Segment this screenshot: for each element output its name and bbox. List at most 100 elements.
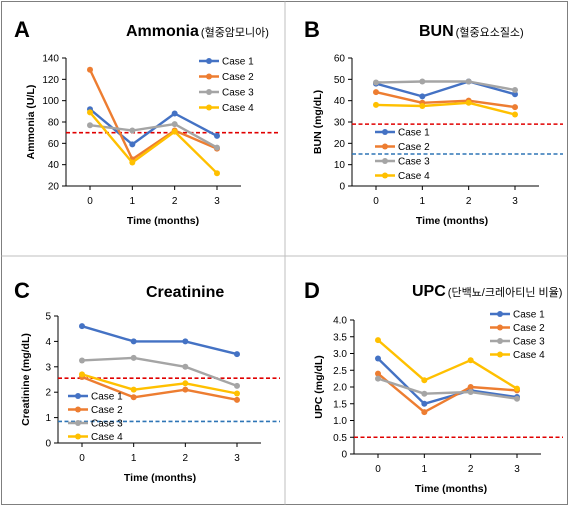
y-axis-label: UPC (mg/dL) [313, 355, 325, 419]
data-point [514, 385, 520, 392]
y-axis-label: Creatinine (mg/dL) [20, 333, 32, 426]
series-line [375, 80, 516, 92]
legend-label: Case 1 [513, 310, 545, 321]
chart-title-main: BUN [419, 23, 454, 40]
y-axis-label: Ammonia (U/L) [25, 85, 37, 160]
legend: Case 1 Case 2 Case 3 Case 4 [375, 128, 430, 182]
x-tick-label: 3 [214, 196, 220, 207]
data-point [419, 78, 426, 85]
y-tick-label: 100 [42, 96, 59, 107]
legend-swatch-marker [382, 129, 388, 135]
data-point [214, 144, 220, 151]
y-tick-label: 4.0 [333, 316, 347, 327]
legend-label: Case 2 [513, 323, 545, 334]
data-point [79, 323, 85, 330]
data-point [512, 111, 518, 118]
legend-label: Case 2 [91, 405, 123, 416]
series-case-4 [373, 99, 518, 118]
x-axis-label: Time (months) [415, 483, 487, 495]
y-tick-label: 0.5 [333, 433, 347, 444]
x-axis-label: Time (months) [416, 215, 488, 227]
legend-swatch-marker [497, 351, 503, 358]
legend-swatch-marker [497, 311, 503, 317]
y-tick-label: 10 [334, 160, 346, 171]
data-point [375, 370, 381, 377]
data-point [467, 389, 474, 396]
data-point [419, 93, 426, 100]
legend-label: Case 4 [398, 171, 430, 182]
y-axis-label: BUN (mg/dL) [312, 90, 324, 154]
y-tick-label: 20 [334, 139, 346, 150]
y-tick-label: 0 [339, 182, 345, 193]
data-point [79, 357, 85, 364]
chart-title: BUN (혈중요소질소) [419, 23, 524, 40]
y-tick-label: 1 [45, 413, 51, 424]
data-point [130, 394, 137, 401]
series-case-3 [373, 78, 518, 93]
series-case-3 [87, 121, 220, 151]
data-point [421, 400, 428, 407]
data-point [373, 79, 379, 86]
panel-d: D UPC (단백뇨/크레아티닌 비율) 0 0.5 1.0 1.5 2.0 2.5 3.0 3.5… [304, 278, 563, 495]
legend-label: Case 4 [91, 432, 123, 443]
chart-title-note: (혈중요소질소) [456, 25, 524, 39]
data-point [467, 384, 474, 390]
legend-swatch-marker [497, 324, 503, 331]
y-tick-label: 3.0 [333, 349, 347, 360]
y-tick-label: 2 [45, 388, 51, 399]
legend-label: Case 4 [222, 103, 254, 114]
legend-swatch-marker [206, 89, 212, 95]
legend-label: Case 3 [398, 157, 430, 168]
data-point [419, 103, 426, 109]
series-case-4 [87, 109, 220, 177]
legend-swatch-marker [206, 58, 212, 64]
data-point [129, 127, 136, 134]
y-tick-label: 0 [341, 450, 347, 461]
series-case-3 [79, 354, 240, 389]
x-tick-label: 1 [422, 464, 428, 475]
data-point [182, 380, 189, 387]
x-tick-label: 0 [87, 196, 93, 207]
x-tick-label: 0 [375, 464, 381, 475]
chart-title: UPC (단백뇨/크레아티닌 비율) [412, 283, 562, 300]
data-point [375, 337, 381, 344]
legend-swatch-marker [75, 393, 81, 399]
y-tick-label: 3.5 [333, 332, 347, 343]
series-line [81, 356, 238, 388]
data-point [87, 66, 93, 73]
panel-letter: B [304, 17, 320, 42]
series-line [377, 377, 518, 400]
x-axis-label: Time (months) [124, 472, 196, 484]
y-tick-label: 1.0 [333, 416, 347, 427]
series-case-3 [375, 375, 520, 402]
data-point [465, 99, 472, 106]
x-tick-label: 3 [514, 464, 520, 475]
data-point [182, 363, 189, 370]
legend-swatch-marker [382, 143, 388, 150]
legend-swatch-marker [382, 158, 388, 164]
y-tick-label: 20 [48, 182, 60, 193]
panel-b: B BUN (혈중요소질소) 0 10 20 30 40 50 60 0 1 2 3 Time (month… [304, 17, 563, 227]
legend-label: Case 1 [398, 128, 430, 139]
chart-title: Ammonia (혈중암모니아) [126, 23, 269, 40]
data-point [514, 395, 520, 402]
data-point [129, 141, 136, 148]
x-tick-label: 2 [172, 196, 178, 207]
series-line [81, 373, 238, 395]
legend-label: Case 1 [222, 57, 254, 68]
series-line [377, 339, 518, 390]
data-point [373, 89, 379, 96]
data-point [512, 91, 518, 98]
x-tick-label: 2 [183, 453, 189, 464]
series-line [375, 90, 516, 109]
chart-title: Creatinine [146, 284, 224, 301]
y-tick-label: 50 [334, 75, 346, 86]
x-tick-label: 2 [466, 196, 472, 207]
legend-swatch-marker [206, 73, 212, 80]
y-tick-label: 2.5 [333, 366, 347, 377]
x-tick-label: 3 [234, 453, 240, 464]
data-point [182, 338, 189, 345]
data-point [171, 121, 178, 128]
chart-title-main: UPC [412, 283, 446, 300]
